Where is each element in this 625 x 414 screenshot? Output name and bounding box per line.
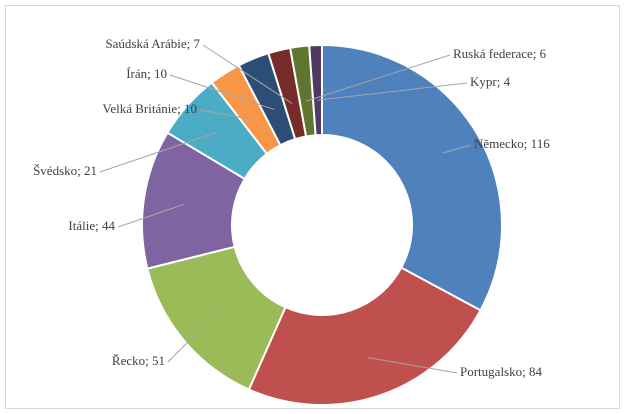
data-label: Saúdská Arábie; 7: [105, 36, 200, 51]
leader-line: [169, 74, 275, 110]
data-label: Portugalsko; 84: [460, 364, 542, 379]
data-label: Německo; 116: [474, 136, 550, 151]
data-label: Írán; 10: [126, 66, 167, 81]
leader-line: [306, 54, 451, 102]
data-label: Ruská federace; 6: [453, 46, 547, 61]
leader-line: [167, 314, 216, 363]
data-label: Řecko; 51: [112, 353, 165, 368]
donut-slice: [308, 43, 323, 137]
data-label: Itálie; 44: [68, 218, 115, 233]
data-label: Velká Británie; 10: [102, 101, 197, 116]
leader-line: [367, 356, 458, 374]
leader-line: [202, 44, 293, 105]
leader-line: [199, 109, 255, 121]
leader-line: [117, 204, 184, 228]
leader-line: [442, 144, 472, 154]
leader-line: [317, 82, 468, 101]
leader-line: [99, 131, 218, 173]
data-label: Švédsko; 21: [33, 163, 97, 178]
donut-slice: [321, 43, 503, 312]
data-label: Kypr; 4: [470, 74, 511, 89]
